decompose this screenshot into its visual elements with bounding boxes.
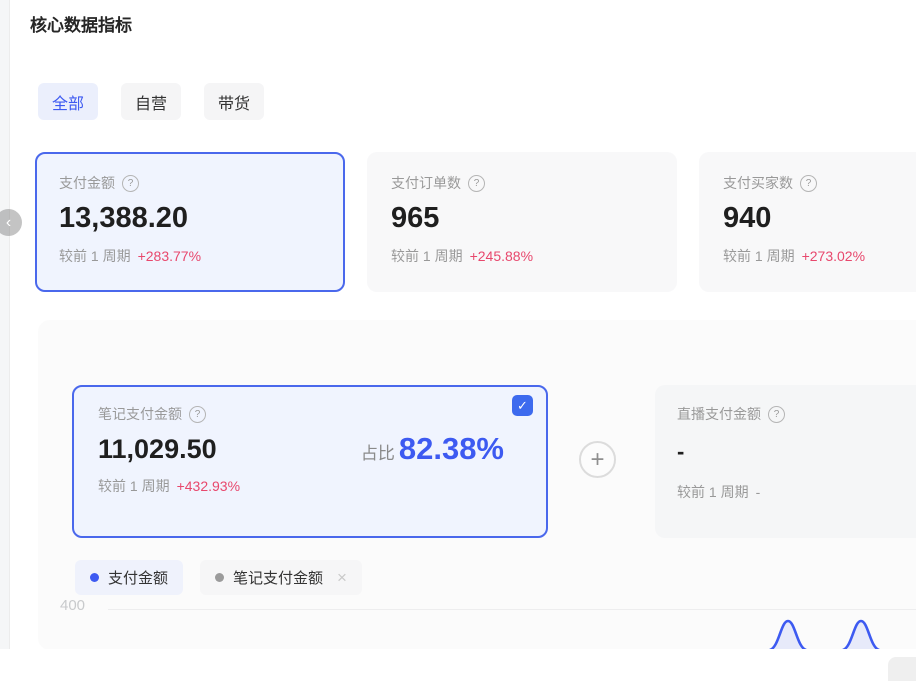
metric-card-payment-orders[interactable]: 支付订单数 ? 965 较前 1 周期 +245.88%	[367, 152, 677, 292]
metric-cards-row: 支付金额 ? 13,388.20 较前 1 周期 +283.77% 支付订单数 …	[35, 152, 916, 292]
legend-chip-note-payment-amount[interactable]: 笔记支付金额 ×	[200, 560, 362, 595]
chart-legend: 支付金额 笔记支付金额 ×	[75, 560, 362, 595]
compare-label: 较前 1 周期	[723, 248, 795, 264]
metric-change-row: 较前 1 周期 +432.93%	[98, 476, 522, 496]
help-icon[interactable]: ?	[768, 405, 785, 423]
tab-self-operated[interactable]: 自营	[121, 83, 182, 120]
page-left-edge	[0, 0, 10, 649]
metric-card-payment-amount[interactable]: 支付金额 ? 13,388.20 较前 1 周期 +283.77%	[35, 152, 345, 292]
metric-value: 13,388.20	[59, 202, 189, 234]
note-payment-card[interactable]: ✓ 笔记支付金额 ? 11,029.50 占比 82.38% 较前 1 周期 +…	[72, 385, 548, 538]
help-icon[interactable]: ?	[189, 405, 206, 423]
metric-label: 直播支付金额	[677, 406, 761, 422]
metric-label-row: 支付买家数 ?	[723, 173, 916, 193]
series-dot-gray	[215, 573, 225, 582]
metric-label: 笔记支付金额	[98, 406, 182, 422]
line-chart-visible-peaks	[768, 619, 881, 650]
close-icon[interactable]: ×	[337, 568, 347, 587]
change-percent: +273.02%	[801, 248, 866, 264]
help-icon[interactable]: ?	[468, 174, 485, 192]
metric-label: 支付金额	[59, 175, 115, 191]
help-icon[interactable]: ?	[122, 174, 139, 192]
plus-icon: +	[590, 445, 605, 473]
metric-label-row: 直播支付金额 ?	[677, 404, 916, 424]
add-metric-button[interactable]: +	[579, 441, 616, 478]
metric-card-payment-buyers[interactable]: 支付买家数 ? 940 较前 1 周期 +273.02%	[699, 152, 916, 292]
compare-label: 较前 1 周期	[677, 484, 749, 500]
metric-change-row: 较前 1 周期 +283.77%	[59, 246, 321, 266]
breakdown-panel: ✓ 笔记支付金额 ? 11,029.50 占比 82.38% 较前 1 周期 +…	[38, 320, 916, 650]
change-percent: +245.88%	[469, 248, 534, 264]
metric-value: 965	[391, 202, 440, 234]
metric-change-row: 较前 1 周期 +245.88%	[391, 246, 653, 266]
share-label: 占比	[360, 444, 395, 463]
metric-label-row: 支付金额 ?	[59, 173, 321, 193]
note-value-row: 11,029.50 占比 82.38%	[98, 431, 522, 467]
metric-label-row: 支付订单数 ?	[391, 173, 653, 193]
help-icon[interactable]: ?	[800, 174, 817, 192]
bottom-strip	[0, 649, 916, 681]
metric-label: 支付买家数	[723, 175, 793, 191]
share-group: 占比 82.38%	[361, 431, 504, 467]
metric-change-row: 较前 1 周期 -	[677, 482, 916, 502]
chevron-left-icon: ‹	[5, 213, 12, 231]
legend-chip-payment-amount[interactable]: 支付金额	[75, 560, 184, 595]
metric-label-row: 笔记支付金额 ?	[98, 404, 522, 424]
legend-label: 支付金额	[108, 570, 169, 587]
compare-label: 较前 1 周期	[391, 248, 463, 264]
tab-all[interactable]: 全部	[38, 83, 99, 120]
metric-value: 11,029.50	[98, 433, 217, 464]
metric-value: 940	[723, 202, 772, 234]
change-percent: +283.77%	[137, 248, 202, 264]
carousel-prev-button[interactable]: ‹	[0, 209, 22, 236]
compare-label: 较前 1 周期	[98, 478, 170, 494]
check-icon: ✓	[517, 397, 528, 413]
change-percent: -	[755, 484, 761, 500]
metric-value: -	[677, 439, 685, 464]
legend-label: 笔记支付金额	[233, 570, 324, 587]
gridline	[108, 609, 916, 610]
checkbox-checked[interactable]: ✓	[512, 395, 533, 416]
scope-tabs: 全部 自营 带货	[38, 83, 265, 120]
tab-affiliate[interactable]: 带货	[204, 83, 265, 120]
metric-label: 支付订单数	[391, 175, 461, 191]
y-axis-tick-400: 400	[60, 597, 86, 614]
change-percent: +432.93%	[176, 478, 241, 494]
share-value: 82.38%	[398, 431, 504, 466]
page-title: 核心数据指标	[30, 16, 132, 35]
live-payment-card[interactable]: 直播支付金额 ? - 较前 1 周期 -	[655, 385, 916, 538]
metric-change-row: 较前 1 周期 +273.02%	[723, 246, 916, 266]
series-dot-blue	[90, 573, 99, 582]
corner-floating-widget[interactable]	[888, 657, 916, 681]
compare-label: 较前 1 周期	[59, 248, 131, 264]
